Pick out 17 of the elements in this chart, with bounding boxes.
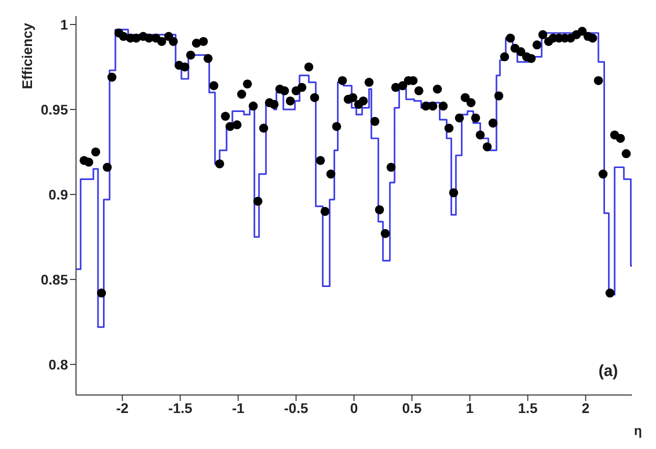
x-tick-label: 1.5 [518,400,538,416]
x-tick-label: 0.5 [402,400,422,416]
y-axis-title: Efficiency [18,22,35,90]
y-tick-label: 1 [60,16,68,32]
y-tick-label: 0.9 [48,186,68,202]
x-tick-label: 1 [466,400,474,416]
x-axis-title: η [633,422,643,440]
y-tick-label: 0.8 [48,356,68,372]
y-tick-label: 0.85 [40,271,68,288]
x-tick-label: -1 [232,400,245,416]
x-tick-label: -1.5 [168,400,193,416]
annotation: (a) [598,363,618,381]
x-tick-label: 2 [582,400,590,416]
x-tick-label: -0.5 [284,400,308,416]
x-tick-label: -2 [116,400,129,416]
x-tick-label: 0 [350,400,358,416]
y-tick-label: 0.95 [40,101,68,118]
